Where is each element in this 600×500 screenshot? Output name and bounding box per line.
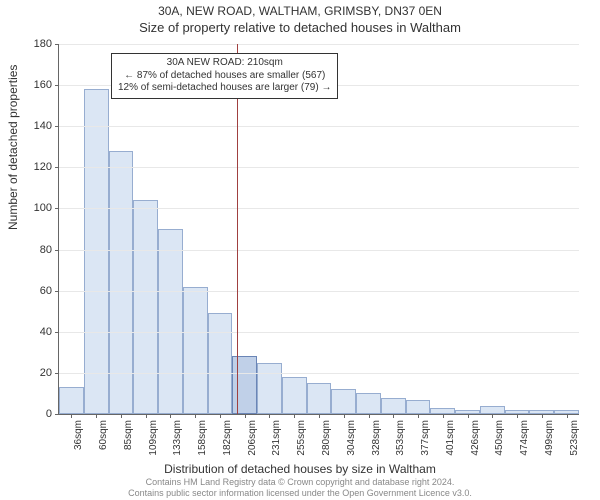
xtick-label: 109sqm <box>148 420 159 470</box>
annotation-line3: 12% of semi-detached houses are larger (… <box>118 82 331 95</box>
chart-title-address: 30A, NEW ROAD, WALTHAM, GRIMSBY, DN37 0E… <box>0 0 600 18</box>
ytick-label: 140 <box>22 120 52 132</box>
y-axis-label: Number of detached properties <box>6 65 20 230</box>
bar <box>356 393 381 414</box>
xtick-mark <box>71 414 72 418</box>
gridline <box>59 373 579 374</box>
bar <box>331 389 356 414</box>
ytick-mark <box>55 126 59 127</box>
ytick-mark <box>55 332 59 333</box>
gridline <box>59 44 579 45</box>
bar <box>109 151 134 414</box>
xtick-label: 328sqm <box>371 420 382 470</box>
xtick-mark <box>294 414 295 418</box>
highlight-line <box>237 44 238 414</box>
bar <box>158 229 183 414</box>
xtick-mark <box>468 414 469 418</box>
xtick-mark <box>443 414 444 418</box>
chart-title-description: Size of property relative to detached ho… <box>0 18 600 35</box>
xtick-label: 158sqm <box>197 420 208 470</box>
ytick-mark <box>55 44 59 45</box>
xtick-label: 426sqm <box>470 420 481 470</box>
ytick-mark <box>55 291 59 292</box>
bar <box>257 363 282 414</box>
bar <box>282 377 307 414</box>
xtick-mark <box>344 414 345 418</box>
annotation-box: 30A NEW ROAD: 210sqm← 87% of detached ho… <box>111 53 338 99</box>
xtick-label: 523sqm <box>569 420 580 470</box>
xtick-mark <box>542 414 543 418</box>
gridline <box>59 167 579 168</box>
ytick-label: 100 <box>22 202 52 214</box>
attribution-line2: Contains public sector information licen… <box>0 488 600 498</box>
xtick-mark <box>369 414 370 418</box>
ytick-label: 160 <box>22 79 52 91</box>
xtick-mark <box>121 414 122 418</box>
bar <box>183 287 208 414</box>
xtick-mark <box>170 414 171 418</box>
xtick-mark <box>319 414 320 418</box>
xtick-mark <box>567 414 568 418</box>
gridline <box>59 332 579 333</box>
ytick-label: 60 <box>22 285 52 297</box>
ytick-label: 0 <box>22 408 52 420</box>
xtick-label: 133sqm <box>172 420 183 470</box>
bar <box>59 387 84 414</box>
gridline <box>59 126 579 127</box>
attribution-text: Contains HM Land Registry data © Crown c… <box>0 477 600 498</box>
xtick-label: 499sqm <box>544 420 555 470</box>
bar <box>208 313 233 414</box>
ytick-label: 180 <box>22 38 52 50</box>
xtick-label: 377sqm <box>420 420 431 470</box>
xtick-mark <box>393 414 394 418</box>
plot-area: 30A NEW ROAD: 210sqm← 87% of detached ho… <box>58 44 579 415</box>
xtick-label: 255sqm <box>296 420 307 470</box>
xtick-label: 36sqm <box>73 420 84 470</box>
bar <box>133 200 158 414</box>
xtick-mark <box>517 414 518 418</box>
xtick-mark <box>195 414 196 418</box>
xtick-label: 85sqm <box>123 420 134 470</box>
annotation-line1: 30A NEW ROAD: 210sqm <box>118 57 331 70</box>
bar <box>307 383 332 414</box>
attribution-line1: Contains HM Land Registry data © Crown c… <box>0 477 600 487</box>
xtick-label: 60sqm <box>98 420 109 470</box>
ytick-mark <box>55 85 59 86</box>
ytick-mark <box>55 167 59 168</box>
xtick-mark <box>245 414 246 418</box>
ytick-mark <box>55 373 59 374</box>
xtick-label: 450sqm <box>494 420 505 470</box>
xtick-mark <box>269 414 270 418</box>
gridline <box>59 250 579 251</box>
gridline <box>59 291 579 292</box>
bar <box>84 89 109 414</box>
ytick-label: 20 <box>22 367 52 379</box>
xtick-mark <box>418 414 419 418</box>
bar <box>480 406 505 414</box>
xtick-mark <box>146 414 147 418</box>
xtick-label: 304sqm <box>346 420 357 470</box>
xtick-label: 231sqm <box>271 420 282 470</box>
bar <box>406 400 431 414</box>
ytick-label: 80 <box>22 244 52 256</box>
xtick-label: 401sqm <box>445 420 456 470</box>
xtick-label: 280sqm <box>321 420 332 470</box>
gridline <box>59 208 579 209</box>
xtick-label: 206sqm <box>247 420 258 470</box>
xtick-label: 353sqm <box>395 420 406 470</box>
xtick-label: 182sqm <box>222 420 233 470</box>
ytick-mark <box>55 250 59 251</box>
ytick-mark <box>55 208 59 209</box>
ytick-label: 40 <box>22 326 52 338</box>
annotation-line2: ← 87% of detached houses are smaller (56… <box>118 70 331 83</box>
ytick-label: 120 <box>22 161 52 173</box>
xtick-mark <box>220 414 221 418</box>
ytick-mark <box>55 414 59 415</box>
xtick-mark <box>492 414 493 418</box>
xtick-label: 474sqm <box>519 420 530 470</box>
xtick-mark <box>96 414 97 418</box>
bars-container <box>59 44 579 414</box>
bar <box>381 398 406 414</box>
